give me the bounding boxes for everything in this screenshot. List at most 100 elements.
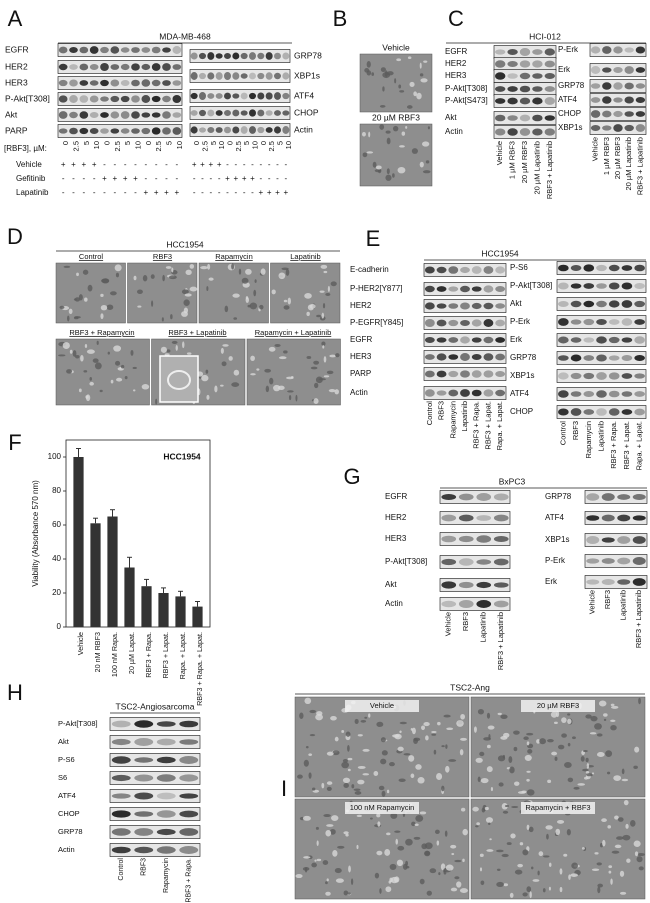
cell <box>241 277 249 284</box>
cell <box>265 385 270 393</box>
cell <box>419 811 427 815</box>
cell <box>311 862 317 868</box>
cell <box>617 817 624 822</box>
blot-band <box>441 535 457 543</box>
cell <box>433 749 437 755</box>
blot-band <box>79 80 89 86</box>
blot-band <box>632 557 646 565</box>
blot-band <box>89 46 99 54</box>
cell <box>114 264 122 272</box>
cell <box>532 879 540 882</box>
cell <box>327 285 330 293</box>
blot-band <box>120 47 130 53</box>
panel-letter: F <box>8 430 21 455</box>
dose: 2.5 <box>234 141 243 151</box>
x-tick-label: Rapa. + Lapat. <box>178 632 187 679</box>
cell <box>100 304 108 311</box>
blot-band <box>282 52 290 60</box>
cell <box>376 850 383 856</box>
cell <box>583 749 588 753</box>
lane-label: RBF3 + Lapatinib <box>634 590 643 648</box>
blot-band <box>601 537 615 543</box>
blot-band <box>494 72 506 80</box>
cell <box>519 842 524 846</box>
cell <box>386 137 391 145</box>
image-label: Rapamycin + RBF3 <box>525 803 590 812</box>
cell <box>381 750 388 756</box>
blot-band <box>441 581 457 589</box>
blot-band <box>265 72 273 80</box>
cell <box>634 746 640 753</box>
cell <box>283 299 288 303</box>
blot-strip <box>109 771 201 785</box>
sign: - <box>268 174 271 183</box>
blot-band <box>494 128 506 136</box>
blot-band <box>634 373 645 379</box>
blot-band <box>207 52 215 60</box>
blot-band <box>156 792 176 800</box>
image-label: RBF3 + Rapamycin <box>69 328 134 337</box>
blot-band <box>570 408 582 416</box>
blot-band <box>448 319 459 327</box>
cell <box>610 878 613 885</box>
cell <box>572 736 576 740</box>
cell <box>181 289 189 295</box>
bar <box>175 596 186 627</box>
blot-label: ATF4 <box>294 90 314 100</box>
cell <box>524 754 532 762</box>
lane-label: Lapatinib <box>460 401 469 431</box>
cell <box>594 852 599 855</box>
blot-band <box>519 97 531 105</box>
blot-strip <box>439 490 511 504</box>
image-label: 20 µM RBF3 <box>537 701 579 710</box>
sign: - <box>113 160 116 169</box>
cell <box>611 850 620 854</box>
cell <box>326 370 334 375</box>
cell <box>303 759 309 767</box>
blot-label: CHOP <box>58 809 80 818</box>
blot-strip <box>439 511 511 525</box>
blot-strip <box>584 490 648 504</box>
cell <box>567 777 574 783</box>
cell <box>371 72 375 76</box>
cell <box>398 778 406 783</box>
cell <box>616 836 624 840</box>
sign: + <box>283 188 288 197</box>
cell <box>408 755 415 762</box>
blot-band <box>110 95 120 103</box>
blot-band <box>635 83 646 89</box>
cell <box>254 279 257 283</box>
cell <box>573 786 580 790</box>
cell <box>250 355 255 361</box>
sign: - <box>259 174 262 183</box>
cell <box>326 781 333 785</box>
cell <box>69 349 73 354</box>
lane-label: 20 µM RBF3 <box>613 137 622 179</box>
cell <box>423 60 428 63</box>
blot-band <box>635 46 646 54</box>
cell <box>526 886 532 893</box>
blot-band <box>100 112 109 118</box>
sign: - <box>124 188 127 197</box>
lane-label: Control <box>558 421 567 446</box>
blot-band <box>495 353 506 361</box>
blot-band <box>471 389 482 397</box>
blot-band <box>532 60 543 68</box>
blot-band <box>162 80 171 86</box>
sign: - <box>124 160 127 169</box>
blot-band <box>79 111 89 119</box>
blot-band <box>621 318 633 326</box>
panel-letter: I <box>281 776 287 801</box>
blot-band <box>441 558 457 566</box>
blot-band <box>476 559 492 565</box>
cell <box>283 305 290 310</box>
blot-band <box>635 67 646 73</box>
blot-band <box>69 47 78 53</box>
blot-band <box>179 828 199 836</box>
micrograph <box>294 696 470 798</box>
blot-label: P-Akt[T308] <box>385 557 427 566</box>
sign: + <box>71 160 76 169</box>
cell <box>460 807 466 812</box>
blot-band <box>162 47 171 53</box>
cell <box>413 836 421 840</box>
